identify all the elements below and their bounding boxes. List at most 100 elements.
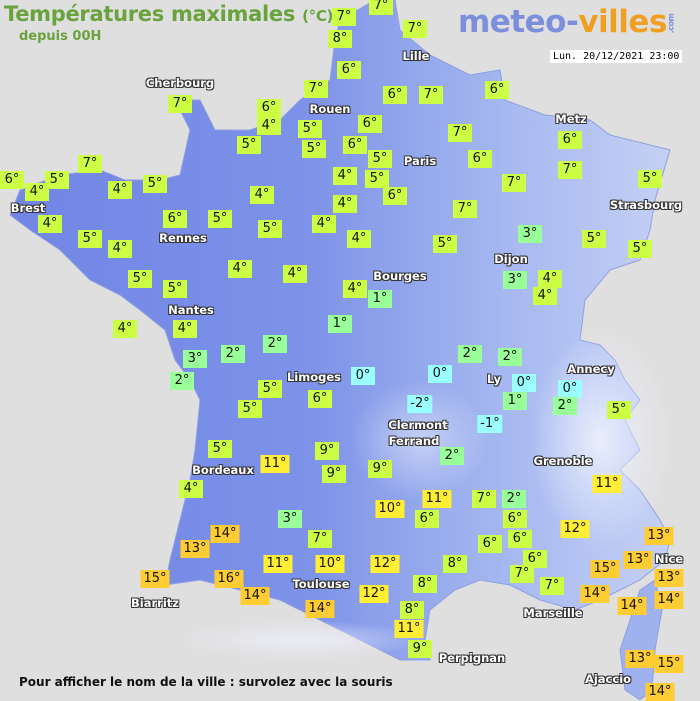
temperature-badge[interactable]: 7°	[78, 155, 102, 173]
temperature-badge[interactable]: 9°	[368, 460, 392, 478]
temperature-badge[interactable]: 5°	[143, 175, 167, 193]
temperature-badge[interactable]: 4°	[113, 320, 137, 338]
temperature-badge[interactable]: 7°	[540, 577, 564, 595]
city-label[interactable]: Nantes	[168, 303, 214, 317]
temperature-badge[interactable]: 4°	[538, 270, 562, 288]
temperature-badge[interactable]: 5°	[258, 220, 282, 238]
temperature-badge[interactable]: 4°	[25, 183, 49, 201]
temperature-badge[interactable]: 6°	[558, 131, 582, 149]
temperature-badge[interactable]: 2°	[498, 348, 522, 366]
temperature-badge[interactable]: 13°	[654, 569, 684, 587]
temperature-badge[interactable]: -1°	[477, 415, 503, 433]
city-label[interactable]: Rouen	[309, 102, 351, 116]
temperature-badge[interactable]: 6°	[478, 535, 502, 553]
temperature-badge[interactable]: 6°	[308, 390, 332, 408]
city-label[interactable]: Brest	[10, 201, 46, 215]
city-label[interactable]: Marseille	[523, 606, 583, 620]
temperature-badge[interactable]: 2°	[221, 345, 245, 363]
city-label[interactable]: Limoges	[286, 370, 342, 384]
temperature-badge[interactable]: 7°	[558, 161, 582, 179]
temperature-badge[interactable]: 6°	[415, 510, 439, 528]
temperature-badge[interactable]: 7°	[332, 8, 356, 26]
temperature-badge[interactable]: 5°	[368, 150, 392, 168]
temperature-badge[interactable]: 8°	[443, 555, 467, 573]
temperature-badge[interactable]: 5°	[433, 235, 457, 253]
temperature-badge[interactable]: 8°	[400, 601, 424, 619]
temperature-badge[interactable]: 5°	[258, 380, 282, 398]
temperature-badge[interactable]: 7°	[308, 530, 332, 548]
temperature-badge[interactable]: 7°	[304, 80, 328, 98]
temperature-badge[interactable]: -2°	[407, 395, 433, 413]
temperature-badge[interactable]: 7°	[448, 124, 472, 142]
temperature-badge[interactable]: 4°	[257, 117, 281, 135]
temperature-badge[interactable]: 5°	[78, 230, 102, 248]
city-label[interactable]: Ajaccio	[584, 672, 632, 686]
temperature-badge[interactable]: 13°	[644, 527, 674, 545]
temperature-badge[interactable]: 3°	[518, 225, 542, 243]
city-label[interactable]: Paris	[403, 154, 437, 168]
temperature-badge[interactable]: 2°	[440, 447, 464, 465]
temperature-badge[interactable]: 3°	[278, 510, 302, 528]
temperature-badge[interactable]: 4°	[179, 480, 203, 498]
city-label[interactable]: Rennes	[159, 231, 207, 245]
temperature-badge[interactable]: 5°	[237, 136, 261, 154]
temperature-badge[interactable]: 15°	[140, 570, 170, 588]
city-label[interactable]: Metz	[555, 112, 587, 126]
temperature-badge[interactable]: 6°	[0, 171, 24, 189]
temperature-badge[interactable]: 12°	[359, 585, 389, 603]
temperature-badge[interactable]: 14°	[580, 585, 610, 603]
city-label[interactable]: Perpignan	[438, 651, 506, 665]
city-label[interactable]: Toulouse	[292, 577, 350, 591]
temperature-badge[interactable]: 13°	[625, 650, 655, 668]
temperature-badge[interactable]: 4°	[343, 280, 367, 298]
temperature-badge[interactable]: 5°	[45, 171, 69, 189]
temperature-badge[interactable]: 14°	[645, 683, 675, 701]
temperature-badge[interactable]: 2°	[170, 372, 194, 390]
temperature-badge[interactable]: 6°	[383, 86, 407, 104]
temperature-badge[interactable]: 7°	[369, 0, 393, 15]
temperature-badge[interactable]: 4°	[228, 260, 252, 278]
temperature-badge[interactable]: 4°	[173, 320, 197, 338]
temperature-badge[interactable]: 9°	[315, 442, 339, 460]
temperature-badge[interactable]: 0°	[351, 367, 375, 385]
temperature-badge[interactable]: 9°	[408, 640, 432, 658]
temperature-badge[interactable]: 2°	[263, 335, 287, 353]
city-label[interactable]: Biarritz	[131, 596, 179, 610]
temperature-badge[interactable]: 11°	[592, 475, 622, 493]
temperature-badge[interactable]: 15°	[590, 560, 620, 578]
city-label[interactable]: Ferrand	[388, 434, 440, 448]
temperature-badge[interactable]: 7°	[453, 200, 477, 218]
temperature-badge[interactable]: 4°	[108, 240, 132, 258]
city-label[interactable]: Grenoble	[533, 454, 593, 468]
temperature-badge[interactable]: 5°	[208, 440, 232, 458]
temperature-badge[interactable]: 4°	[38, 215, 62, 233]
temperature-badge[interactable]: 5°	[607, 401, 631, 419]
temperature-badge[interactable]: 1°	[368, 290, 392, 308]
temperature-badge[interactable]: 10°	[375, 500, 405, 518]
city-label[interactable]: Dijon	[494, 252, 528, 266]
city-label[interactable]: Strasbourg	[609, 198, 683, 212]
temperature-badge[interactable]: 4°	[250, 186, 274, 204]
temperature-badge[interactable]: 6°	[163, 210, 187, 228]
temperature-badge[interactable]: 2°	[502, 490, 526, 508]
city-label[interactable]: Cherbourg	[145, 76, 215, 90]
temperature-badge[interactable]: 5°	[365, 170, 389, 188]
city-label[interactable]: Annecy	[567, 362, 615, 376]
temperature-badge[interactable]: 11°	[263, 555, 293, 573]
temperature-badge[interactable]: 6°	[358, 115, 382, 133]
temperature-badge[interactable]: 5°	[163, 280, 187, 298]
temperature-badge[interactable]: 5°	[628, 240, 652, 258]
temperature-badge[interactable]: 0°	[558, 380, 582, 398]
temperature-badge[interactable]: 14°	[210, 525, 240, 543]
temperature-badge[interactable]: 2°	[553, 397, 577, 415]
city-label[interactable]: Nice	[654, 552, 684, 566]
temperature-badge[interactable]: 5°	[638, 170, 662, 188]
temperature-badge[interactable]: 7°	[419, 86, 443, 104]
temperature-badge[interactable]: 2°	[458, 345, 482, 363]
temperature-badge[interactable]: 5°	[302, 140, 326, 158]
temperature-badge[interactable]: 4°	[283, 265, 307, 283]
temperature-badge[interactable]: 9°	[322, 465, 346, 483]
city-label[interactable]: Ly	[486, 372, 502, 386]
temperature-badge[interactable]: 12°	[560, 520, 590, 538]
temperature-badge[interactable]: 3°	[183, 350, 207, 368]
